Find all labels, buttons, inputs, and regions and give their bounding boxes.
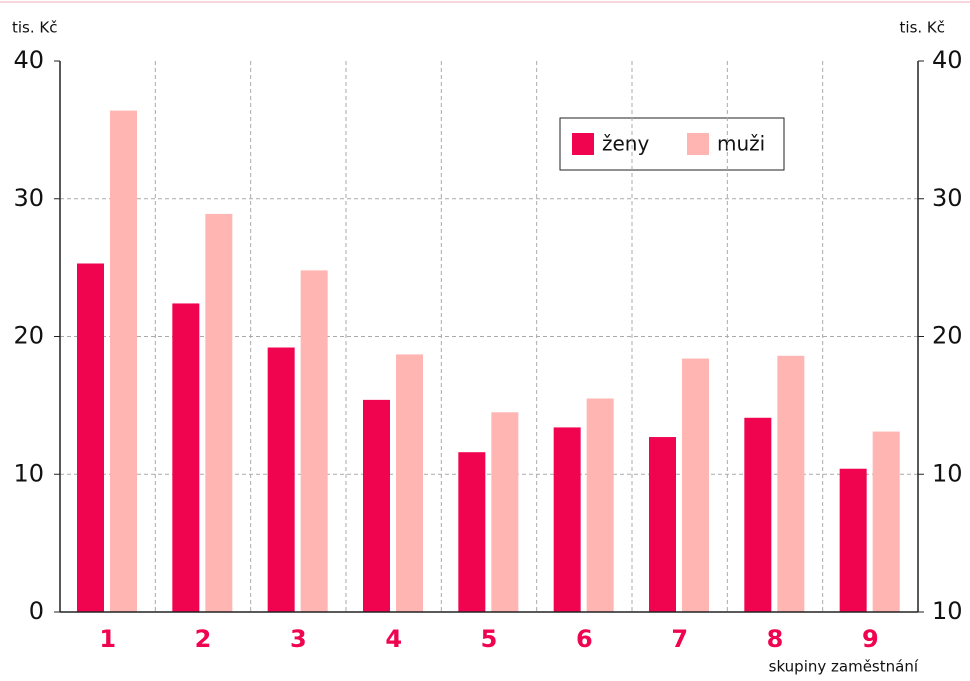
legend-label: ženy (602, 132, 649, 156)
bar (110, 110, 137, 612)
x-tick-label: 6 (576, 625, 593, 653)
y2-axis-unit: tis. Kč (900, 19, 945, 37)
legend-swatch (572, 133, 594, 155)
bar (744, 417, 772, 612)
bar (649, 437, 676, 612)
y2-tick-label: 10 (932, 597, 963, 625)
y-tick-label: 10 (13, 459, 44, 487)
x-tick-label: 7 (671, 625, 688, 653)
x-tick-label: 9 (862, 625, 879, 653)
y-tick-label: 30 (13, 184, 44, 212)
bar (205, 213, 233, 612)
y2-tick-label: 10 (932, 459, 963, 487)
x-tick-label: 2 (195, 625, 212, 653)
bar (682, 358, 709, 612)
x-tick-label: 3 (290, 625, 307, 653)
y2-tick-label: 20 (932, 322, 963, 350)
bar (363, 399, 390, 612)
y-tick-label: 40 (13, 46, 44, 74)
y2-tick-label: 40 (932, 46, 963, 74)
legend-label: muži (717, 132, 765, 156)
bar (839, 468, 867, 612)
bar (458, 452, 486, 612)
bar (777, 355, 805, 612)
bar (553, 427, 581, 612)
bar (300, 270, 328, 612)
y-tick-label: 20 (13, 322, 44, 350)
bar (872, 431, 900, 612)
y-tick-label: 0 (29, 597, 44, 625)
legend: ženy muži (559, 117, 785, 171)
x-tick-label: 5 (481, 625, 498, 653)
legend-swatch (687, 133, 709, 155)
bar (267, 347, 295, 612)
x-axis-label: skupiny zaměstnání (769, 658, 919, 676)
x-tick-label: 8 (767, 625, 784, 653)
bar (77, 263, 104, 612)
bar (491, 412, 519, 612)
bar (396, 354, 423, 612)
y2-tick-label: 30 (932, 184, 963, 212)
x-tick-label: 4 (385, 625, 402, 653)
bar (172, 303, 200, 612)
bar (586, 398, 614, 612)
x-tick-label: 1 (99, 625, 116, 653)
legend-box (559, 117, 785, 171)
y-axis-unit: tis. Kč (12, 19, 57, 37)
